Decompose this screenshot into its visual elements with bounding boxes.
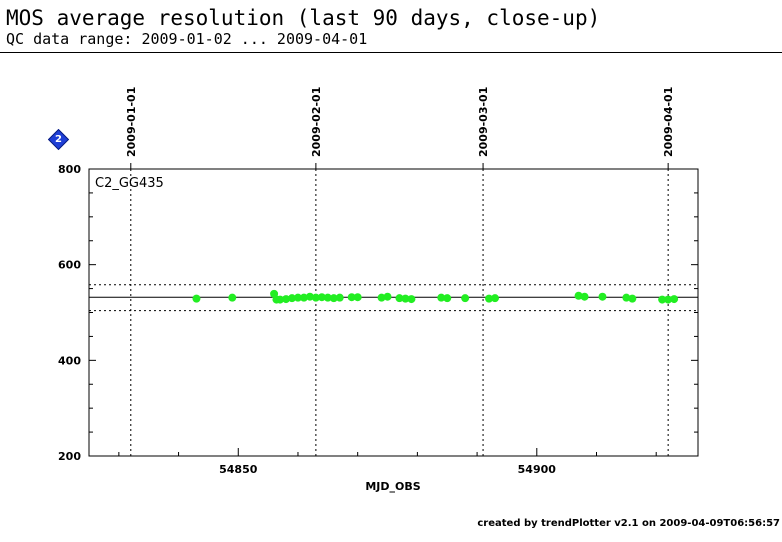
- data-point: [664, 295, 673, 304]
- data-point: [628, 294, 637, 303]
- data-point: [598, 292, 607, 301]
- data-point: [658, 295, 667, 304]
- data-point: [461, 294, 470, 303]
- data-point: [580, 292, 589, 301]
- data-point: [347, 293, 356, 302]
- data-point: [437, 293, 446, 302]
- data-point: [574, 291, 583, 300]
- data-point: [329, 294, 338, 303]
- data-point: [323, 293, 332, 302]
- x-axis-label: MJD_OBS: [365, 480, 420, 493]
- page-title: MOS average resolution (last 90 days, cl…: [6, 6, 601, 30]
- data-point: [491, 294, 499, 303]
- data-point: [383, 292, 392, 301]
- panel-label: C2_GG435: [95, 176, 164, 191]
- data-point: [353, 293, 362, 302]
- data-point: [276, 295, 285, 304]
- y-tick-label: 800: [58, 163, 81, 176]
- data-point: [192, 294, 201, 303]
- date-marker-label: 2009-03-01: [477, 87, 490, 157]
- data-range-subtitle: QC data range: 2009-01-02 ... 2009-04-01: [6, 30, 368, 48]
- data-point: [335, 293, 344, 302]
- data-point: [395, 294, 404, 303]
- data-point: [443, 294, 452, 303]
- data-point: [407, 295, 416, 304]
- data-point: [228, 293, 237, 302]
- data-point: [622, 293, 631, 302]
- data-point: [311, 293, 320, 302]
- date-marker-label: 2009-02-01: [310, 87, 323, 157]
- plot-frame: [88, 168, 699, 457]
- data-point: [377, 293, 386, 302]
- x-tick-label: 54900: [518, 463, 557, 476]
- data-point: [485, 294, 494, 303]
- date-marker-label: 2009-04-01: [662, 87, 675, 157]
- header-divider: [0, 52, 782, 53]
- data-point: [282, 295, 291, 304]
- data-point: [670, 295, 679, 304]
- data-point: [401, 294, 410, 303]
- data-point: [288, 294, 296, 303]
- footer-credit: created by trendPlotter v2.1 on 2009-04-…: [477, 518, 780, 529]
- data-point: [305, 292, 314, 301]
- y-tick-label: 600: [58, 259, 81, 272]
- x-tick-label: 54850: [219, 463, 258, 476]
- date-marker-label: 2009-01-01: [125, 87, 138, 157]
- y-tick-label: 200: [58, 450, 81, 463]
- data-point: [293, 293, 302, 302]
- data-point: [299, 293, 308, 302]
- data-point: [317, 293, 326, 302]
- y-tick-label: 400: [58, 354, 81, 367]
